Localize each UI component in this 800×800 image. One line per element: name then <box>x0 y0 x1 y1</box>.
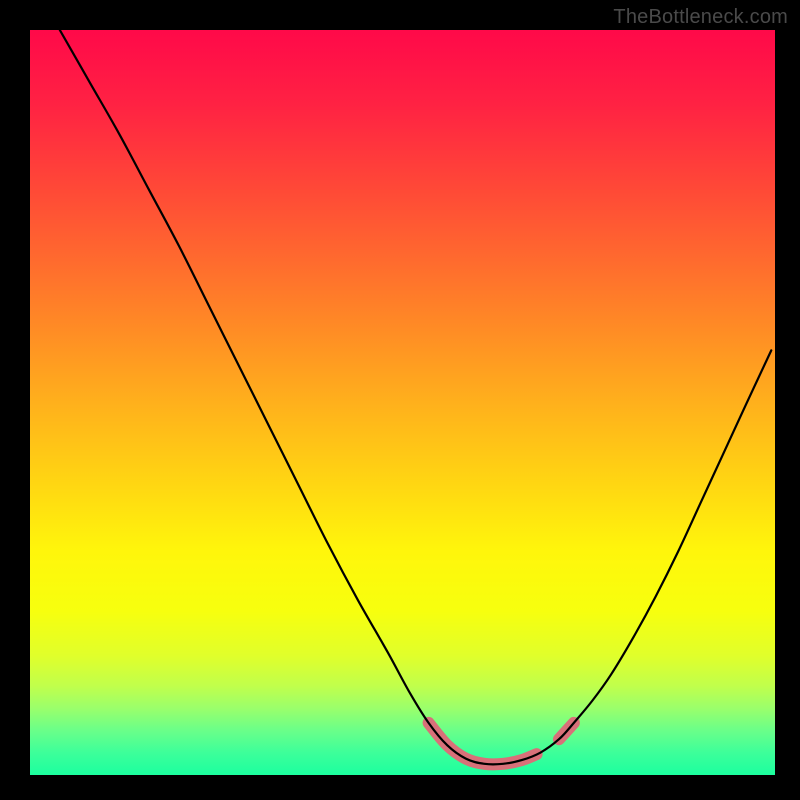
watermark-text: TheBottleneck.com <box>613 6 788 29</box>
bottleneck-chart <box>0 0 800 800</box>
gradient-background <box>30 30 775 775</box>
